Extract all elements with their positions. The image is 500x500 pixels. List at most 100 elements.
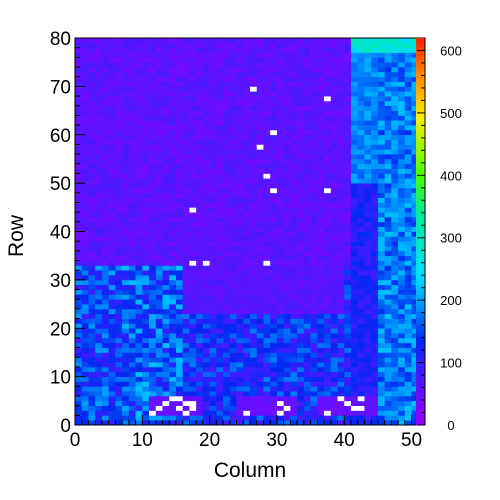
heatmap-cell — [229, 173, 237, 179]
heatmap-cell — [330, 294, 338, 300]
colorbar-step — [416, 362, 425, 365]
heatmap-cell — [270, 304, 278, 310]
heatmap-cell — [263, 197, 271, 203]
heatmap-cell — [364, 255, 372, 261]
heatmap-cell — [189, 410, 197, 416]
heatmap-cell — [189, 207, 197, 213]
heatmap-cell — [263, 260, 271, 266]
heatmap-cell — [75, 178, 83, 184]
heatmap-cell — [324, 231, 332, 237]
heatmap-cell — [297, 207, 305, 213]
heatmap-cell — [209, 405, 217, 411]
heatmap-cell — [384, 125, 392, 131]
heatmap-cell — [391, 347, 399, 353]
heatmap-cell — [223, 207, 231, 213]
heatmap-cell — [344, 308, 352, 315]
heatmap-cell — [101, 250, 109, 257]
heatmap-cell — [209, 100, 217, 107]
heatmap-cell — [142, 212, 150, 218]
heatmap-cell — [196, 294, 204, 300]
heatmap-cell — [128, 415, 136, 421]
heatmap-cell — [303, 42, 311, 49]
heatmap-cell — [101, 62, 109, 68]
heatmap-cell — [344, 173, 352, 179]
heatmap-cell — [270, 134, 278, 140]
heatmap-cell — [283, 216, 291, 223]
heatmap-cell — [81, 71, 89, 78]
heatmap-cell — [310, 47, 318, 53]
heatmap-cell — [108, 42, 116, 49]
heatmap-cell — [384, 226, 392, 232]
heatmap-cell — [223, 391, 231, 397]
heatmap-cell — [256, 410, 264, 416]
heatmap-cell — [411, 304, 419, 310]
heatmap-cell — [404, 76, 412, 82]
heatmap-cell — [357, 47, 365, 53]
heatmap-cell — [310, 38, 318, 44]
heatmap-cell — [243, 158, 251, 165]
heatmap-cell — [182, 105, 190, 111]
heatmap-cell — [142, 231, 150, 237]
heatmap-cell — [391, 202, 399, 208]
heatmap-cell — [88, 125, 96, 131]
heatmap-cell — [337, 62, 345, 68]
heatmap-cell — [202, 168, 210, 174]
heatmap-cell — [88, 352, 96, 358]
heatmap-cell — [189, 231, 197, 237]
heatmap-cell — [196, 183, 204, 189]
heatmap-cell — [216, 52, 224, 58]
heatmap-cell — [297, 105, 305, 111]
heatmap-cell — [209, 337, 217, 344]
heatmap-cell — [108, 105, 116, 111]
heatmap-cell — [209, 91, 217, 97]
heatmap-cell — [357, 304, 365, 310]
heatmap-cell — [350, 47, 359, 53]
heatmap-cell — [216, 323, 224, 329]
heatmap-cell — [216, 120, 224, 126]
heatmap-cell — [330, 81, 338, 87]
heatmap-cell — [391, 207, 399, 213]
heatmap-cell — [317, 183, 325, 189]
heatmap-cell — [263, 313, 271, 319]
heatmap-cell — [324, 81, 332, 87]
heatmap-cell — [155, 405, 163, 411]
heatmap-cell — [209, 42, 217, 49]
colorbar-step — [416, 171, 425, 174]
heatmap-cell — [155, 86, 163, 92]
heatmap-cell — [330, 226, 338, 232]
heatmap-cell — [337, 342, 345, 348]
heatmap-cell — [142, 420, 150, 426]
heatmap-cell — [303, 284, 311, 290]
heatmap-cell — [357, 308, 365, 315]
heatmap-cell — [135, 246, 143, 252]
heatmap-cell — [101, 275, 109, 281]
heatmap-cell — [142, 318, 150, 324]
heatmap-cell — [75, 275, 83, 281]
heatmap-cell — [398, 202, 406, 208]
heatmap-cell — [95, 207, 103, 213]
heatmap-cell — [371, 100, 379, 107]
heatmap-cell — [101, 304, 109, 310]
heatmap-cell — [75, 100, 83, 107]
heatmap-cell — [310, 197, 318, 203]
heatmap-cell — [122, 139, 130, 145]
heatmap-cell — [216, 241, 224, 247]
heatmap-cell — [263, 405, 271, 411]
heatmap-cell — [223, 294, 231, 300]
heatmap-cell — [391, 120, 399, 126]
heatmap-cell — [223, 91, 231, 97]
heatmap-cell — [155, 255, 163, 261]
heatmap-cell — [398, 265, 406, 271]
heatmap-cell — [189, 347, 197, 353]
heatmap-cell — [344, 67, 352, 73]
heatmap-cell — [297, 255, 305, 261]
heatmap-cell — [101, 81, 109, 87]
colorbar-step — [416, 246, 425, 249]
heatmap-cell — [371, 337, 379, 344]
heatmap-cell — [95, 144, 103, 150]
heatmap-cell — [330, 342, 338, 348]
heatmap-cell — [182, 216, 190, 223]
heatmap-cell — [115, 318, 123, 324]
heatmap-cell — [223, 376, 231, 382]
heatmap-cell — [202, 212, 210, 218]
